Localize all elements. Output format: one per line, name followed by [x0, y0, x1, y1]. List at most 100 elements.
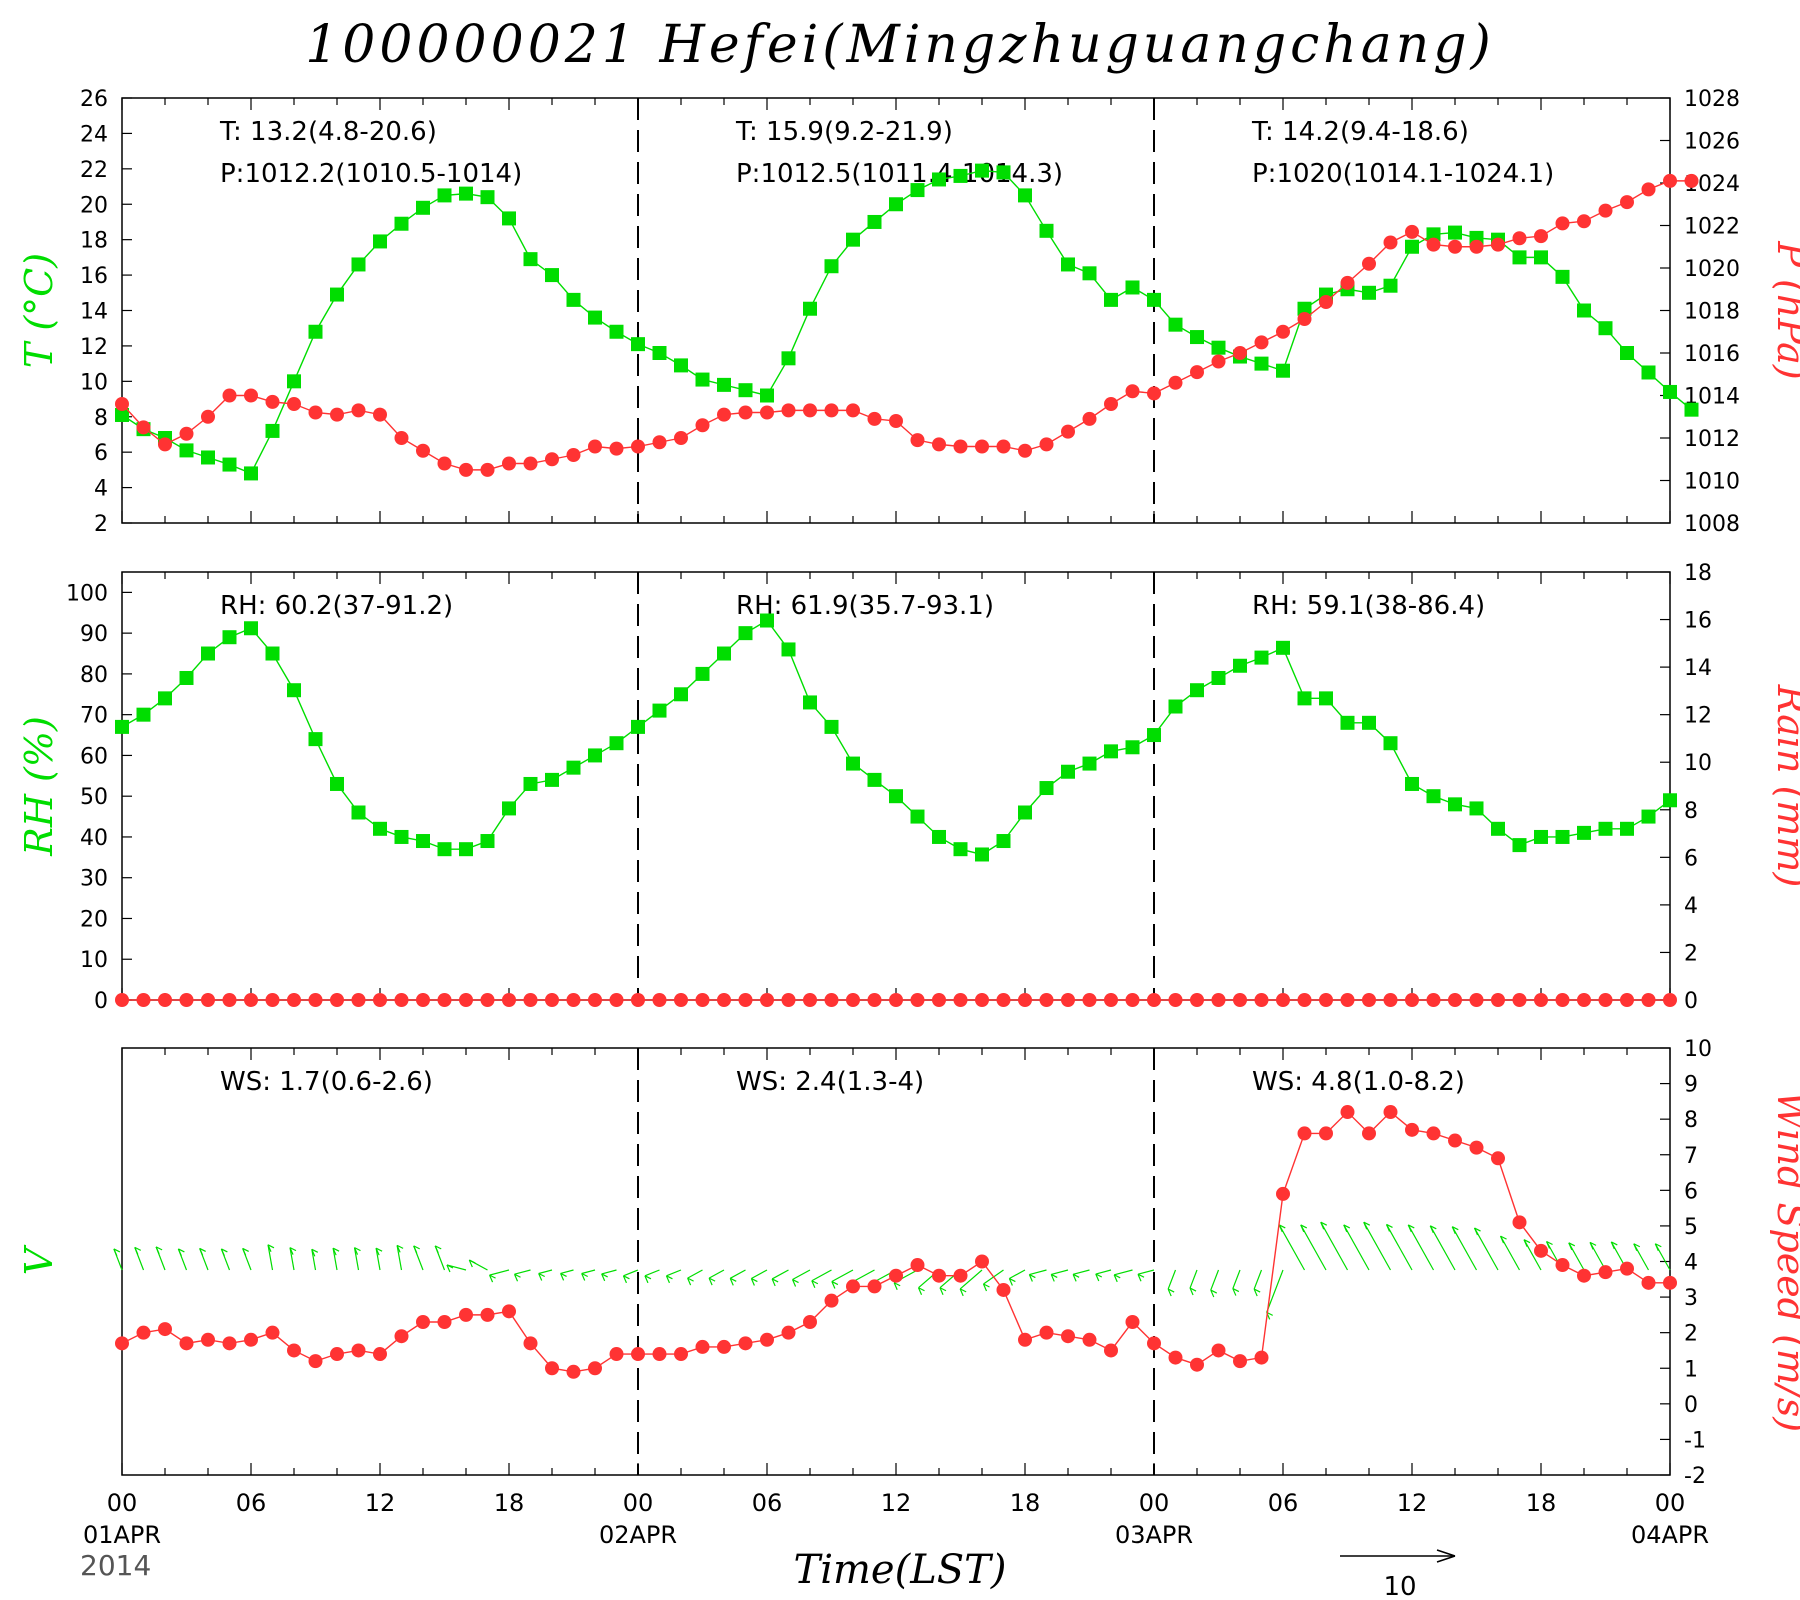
- marker-P: [1641, 182, 1656, 197]
- marker-Rain: [953, 993, 968, 1007]
- wind-vector-head: [489, 1274, 496, 1279]
- marker-Rain: [1555, 993, 1570, 1007]
- wind-vector-head: [1451, 1226, 1456, 1234]
- wind-vector-shaft: [1253, 1269, 1263, 1290]
- wind-vector-head: [1429, 1225, 1434, 1234]
- marker-T: [222, 457, 237, 472]
- wind-vector-shaft: [853, 1269, 875, 1283]
- marker-RH: [674, 687, 688, 702]
- wind-vector: [581, 1269, 596, 1281]
- wind-vector-head: [751, 1277, 758, 1283]
- x-tick-label: 12: [881, 1489, 912, 1517]
- marker-WS: [1190, 1357, 1204, 1372]
- marker-RH: [738, 626, 753, 641]
- wind-vector-head: [959, 1288, 967, 1293]
- wind-vector-head: [1008, 1278, 1013, 1286]
- marker-Rain: [394, 993, 409, 1007]
- marker-T: [373, 234, 387, 249]
- panels-group: 2468101214161820222426100810101012101410…: [17, 87, 1800, 1549]
- x-tick-label: 06: [236, 1489, 267, 1517]
- wind-vector-head: [893, 1282, 901, 1287]
- wind-vector: [1363, 1221, 1392, 1271]
- wind-vector-shaft: [489, 1269, 510, 1276]
- marker-T: [1276, 363, 1290, 378]
- wind-vector-head: [939, 1287, 947, 1292]
- wind-vector-head: [1300, 1224, 1305, 1233]
- marker-T: [1211, 340, 1226, 355]
- wind-vector-head: [1072, 1274, 1077, 1282]
- marker-P: [1469, 239, 1484, 254]
- wind-vector: [199, 1247, 209, 1271]
- marker-T: [932, 172, 946, 187]
- wind-vector-head: [771, 1278, 779, 1283]
- marker-P: [760, 405, 774, 420]
- marker-T: [1297, 301, 1312, 316]
- wind-vector-head: [375, 1247, 380, 1256]
- marker-Rain: [695, 993, 710, 1007]
- y2-tick-label: 8: [1684, 1108, 1698, 1133]
- marker-Rain: [1211, 993, 1226, 1007]
- marker-P: [1426, 237, 1441, 252]
- wind-vector-shaft: [1029, 1269, 1047, 1276]
- wind-vector-shaft: [751, 1269, 768, 1280]
- marker-RH: [1233, 658, 1247, 673]
- marker-P: [201, 409, 215, 424]
- wind-vector-head: [332, 1247, 340, 1252]
- marker-T: [1125, 280, 1140, 295]
- panel-frame: [121, 1047, 1671, 1476]
- marker-P: [1598, 203, 1613, 218]
- marker-T: [1663, 384, 1677, 399]
- wind-vector-head: [831, 1280, 839, 1286]
- marker-T: [502, 211, 516, 226]
- marker-T: [330, 287, 344, 302]
- marker-WS: [975, 1254, 989, 1269]
- marker-RH: [351, 805, 366, 820]
- wind-vector-head: [1113, 1274, 1118, 1283]
- marker-WS: [1383, 1105, 1398, 1120]
- wind-vector-shaft: [446, 1264, 467, 1271]
- marker-T: [416, 200, 430, 215]
- x-tick-label: 00: [1139, 1489, 1170, 1517]
- wind-vector-head: [959, 1288, 964, 1297]
- wind-vector-head: [1408, 1224, 1415, 1229]
- wind-vector: [113, 1248, 123, 1271]
- wind-vector: [489, 1269, 510, 1283]
- wind-vector: [1451, 1226, 1478, 1271]
- wind-vector-head: [1568, 1242, 1573, 1251]
- marker-RH: [416, 834, 430, 849]
- y-tick-label: 10: [80, 948, 108, 973]
- wind-vector-head: [177, 1248, 182, 1257]
- wind-vector: [513, 1269, 531, 1282]
- y-tick-label: 20: [80, 907, 108, 932]
- marker-Rain: [1448, 993, 1462, 1007]
- wind-vector-head: [1279, 1224, 1286, 1229]
- wind-vector: [353, 1247, 361, 1271]
- marker-P: [115, 397, 129, 411]
- marker-Rain: [738, 993, 753, 1007]
- marker-Rain: [201, 993, 215, 1007]
- marker-RH: [1577, 825, 1591, 840]
- marker-P: [1233, 346, 1247, 360]
- marker-WS: [115, 1336, 129, 1351]
- x-tick-label: 12: [1397, 1489, 1428, 1517]
- marker-T: [1534, 250, 1548, 265]
- y-tick-label: 80: [80, 663, 108, 688]
- y2-tick-label: 0: [1684, 1393, 1698, 1418]
- y2-tick-label: 1026: [1684, 130, 1740, 155]
- marker-P: [1512, 231, 1527, 246]
- x-tick-label: 12: [365, 1489, 396, 1517]
- marker-P: [351, 403, 366, 418]
- marker-WS: [416, 1314, 430, 1329]
- marker-RH: [1276, 640, 1290, 655]
- marker-P: [1276, 324, 1290, 339]
- marker-RH: [1319, 691, 1333, 706]
- wind-vector-head: [1589, 1241, 1597, 1246]
- y-tick-label: 90: [80, 622, 108, 647]
- wind-vector: [332, 1247, 340, 1271]
- marker-T: [588, 310, 602, 325]
- wind-vector: [1407, 1224, 1435, 1271]
- marker-RH: [1534, 829, 1548, 844]
- wind-vector-head: [134, 1247, 139, 1255]
- marker-WS: [437, 1314, 452, 1329]
